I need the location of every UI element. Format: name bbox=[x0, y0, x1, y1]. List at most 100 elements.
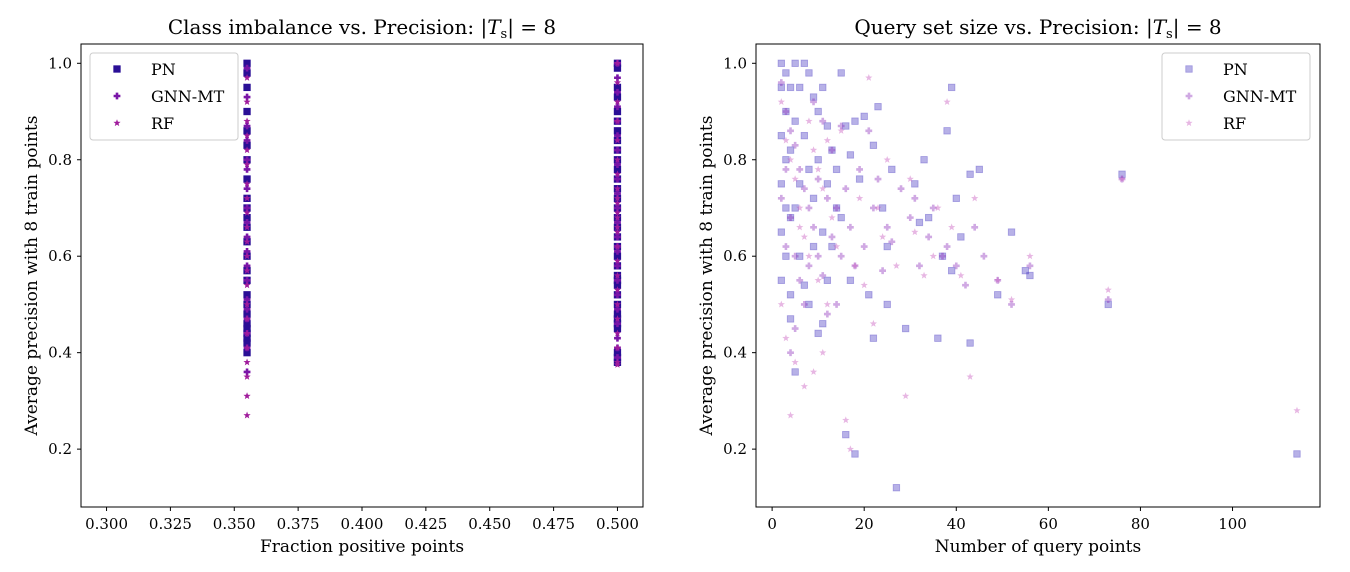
x-axis-label: Fraction positive points bbox=[260, 537, 464, 557]
data-point-gnn-mt bbox=[614, 219, 621, 226]
data-point-gnn-mt bbox=[865, 127, 873, 135]
data-point-gnn-mt bbox=[943, 243, 951, 250]
data-point-pn bbox=[782, 156, 790, 164]
data-point-pn bbox=[1026, 271, 1034, 280]
data-point-rf bbox=[805, 252, 813, 260]
data-point-rf bbox=[1104, 286, 1112, 294]
data-point-pn bbox=[869, 141, 878, 149]
data-point-pn bbox=[777, 83, 785, 92]
data-point-gnn-mt bbox=[614, 320, 621, 328]
x-tick-label: 0.350 bbox=[213, 515, 256, 533]
data-point-pn bbox=[786, 315, 795, 323]
legend-marker-rf bbox=[1185, 119, 1193, 127]
y-tick-label: 0.4 bbox=[48, 344, 72, 362]
data-point-gnn-mt bbox=[906, 214, 914, 222]
data-point-pn bbox=[948, 267, 956, 275]
data-point-pn bbox=[823, 180, 832, 188]
x-tick-label: 0.375 bbox=[277, 515, 320, 533]
data-point-rf bbox=[814, 276, 822, 284]
data-point-rf bbox=[929, 252, 937, 260]
data-point-pn bbox=[837, 69, 845, 77]
data-point-pn bbox=[934, 334, 942, 342]
data-point-pn bbox=[796, 252, 804, 260]
data-point-pn bbox=[814, 156, 822, 164]
data-point-pn bbox=[786, 213, 795, 222]
data-point-gnn-mt bbox=[614, 262, 621, 270]
data-point-rf bbox=[823, 136, 831, 144]
data-point-pn bbox=[1104, 300, 1112, 309]
data-point-pn bbox=[828, 146, 836, 154]
data-point-gnn-mt bbox=[787, 127, 794, 135]
data-point-rf bbox=[243, 411, 251, 419]
data-point-gnn-mt bbox=[796, 276, 804, 284]
data-point-rf bbox=[613, 360, 622, 368]
data-point-pn bbox=[1021, 267, 1029, 275]
x-tick-label: 0.400 bbox=[341, 515, 384, 533]
data-point-rf bbox=[613, 59, 622, 67]
data-point-rf bbox=[243, 223, 251, 231]
data-point-gnn-mt bbox=[791, 252, 799, 260]
legend-marker-gnn-mt bbox=[1185, 92, 1193, 100]
data-point-rf bbox=[911, 228, 919, 236]
x-tick-label: 20 bbox=[855, 515, 874, 533]
data-point-gnn-mt bbox=[805, 204, 813, 212]
data-point-pn bbox=[920, 156, 928, 164]
data-point-pn bbox=[809, 242, 818, 251]
data-point-gnn-mt bbox=[614, 305, 621, 313]
data-point-pn bbox=[819, 320, 827, 328]
data-point-rf bbox=[613, 300, 622, 308]
data-point-pn bbox=[915, 218, 924, 227]
data-point-pn bbox=[786, 291, 795, 299]
data-point-rf bbox=[243, 209, 251, 216]
y-axis-label: Average precision with 8 train points bbox=[22, 116, 42, 437]
data-point-gnn-mt bbox=[787, 214, 794, 222]
data-point-gnn-mt bbox=[243, 305, 251, 313]
legend-box bbox=[1161, 52, 1311, 141]
data-point-gnn-mt bbox=[614, 175, 621, 183]
x-tick-label: 0.500 bbox=[596, 515, 639, 533]
data-point-rf bbox=[243, 98, 251, 105]
data-point-pn bbox=[1293, 450, 1301, 458]
data-point-rf bbox=[613, 242, 622, 250]
x-tick-label: 100 bbox=[1218, 515, 1247, 533]
data-point-pn bbox=[777, 180, 785, 188]
data-point-gnn-mt bbox=[860, 243, 868, 250]
data-point-rf bbox=[243, 160, 251, 168]
data-point-gnn-mt bbox=[828, 233, 836, 241]
data-point-pn bbox=[782, 252, 790, 260]
data-point-pn bbox=[957, 233, 965, 241]
data-point-gnn-mt bbox=[614, 276, 621, 284]
data-point-pn bbox=[851, 450, 859, 458]
data-point-gnn-mt bbox=[971, 223, 979, 231]
x-tick-label: 0.325 bbox=[149, 515, 192, 533]
data-point-gnn-mt bbox=[787, 349, 794, 357]
data-point-gnn-mt bbox=[837, 252, 845, 260]
data-point-rf bbox=[243, 392, 251, 400]
data-point-rf bbox=[865, 73, 873, 81]
data-point-rf bbox=[243, 252, 251, 260]
legend-marker-pn bbox=[113, 65, 121, 73]
data-point-rf bbox=[243, 73, 251, 81]
data-point-pn bbox=[846, 151, 855, 159]
data-point-gnn-mt bbox=[614, 233, 621, 241]
data-point-gnn-mt bbox=[925, 233, 933, 241]
data-point-gnn-mt bbox=[819, 117, 827, 125]
data-point-rf bbox=[874, 204, 882, 212]
data-point-pn bbox=[855, 175, 864, 183]
data-point-pn bbox=[796, 180, 804, 188]
data-point-gnn-mt bbox=[837, 122, 845, 130]
data-point-rf bbox=[966, 372, 974, 380]
data-point-rf bbox=[823, 300, 831, 308]
data-point-gnn-mt bbox=[800, 301, 808, 308]
data-point-gnn-mt bbox=[833, 204, 840, 212]
data-point-rf bbox=[243, 358, 251, 366]
y-tick-label: 0.2 bbox=[48, 440, 72, 458]
data-point-gnn-mt bbox=[888, 238, 896, 246]
data-point-gnn-mt bbox=[243, 93, 251, 101]
data-point-gnn-mt bbox=[614, 190, 621, 197]
data-point-rf bbox=[879, 233, 887, 240]
data-point-gnn-mt bbox=[243, 165, 251, 173]
data-point-pn bbox=[823, 276, 832, 284]
data-point-rf bbox=[613, 213, 622, 221]
data-point-gnn-mt bbox=[805, 262, 813, 270]
